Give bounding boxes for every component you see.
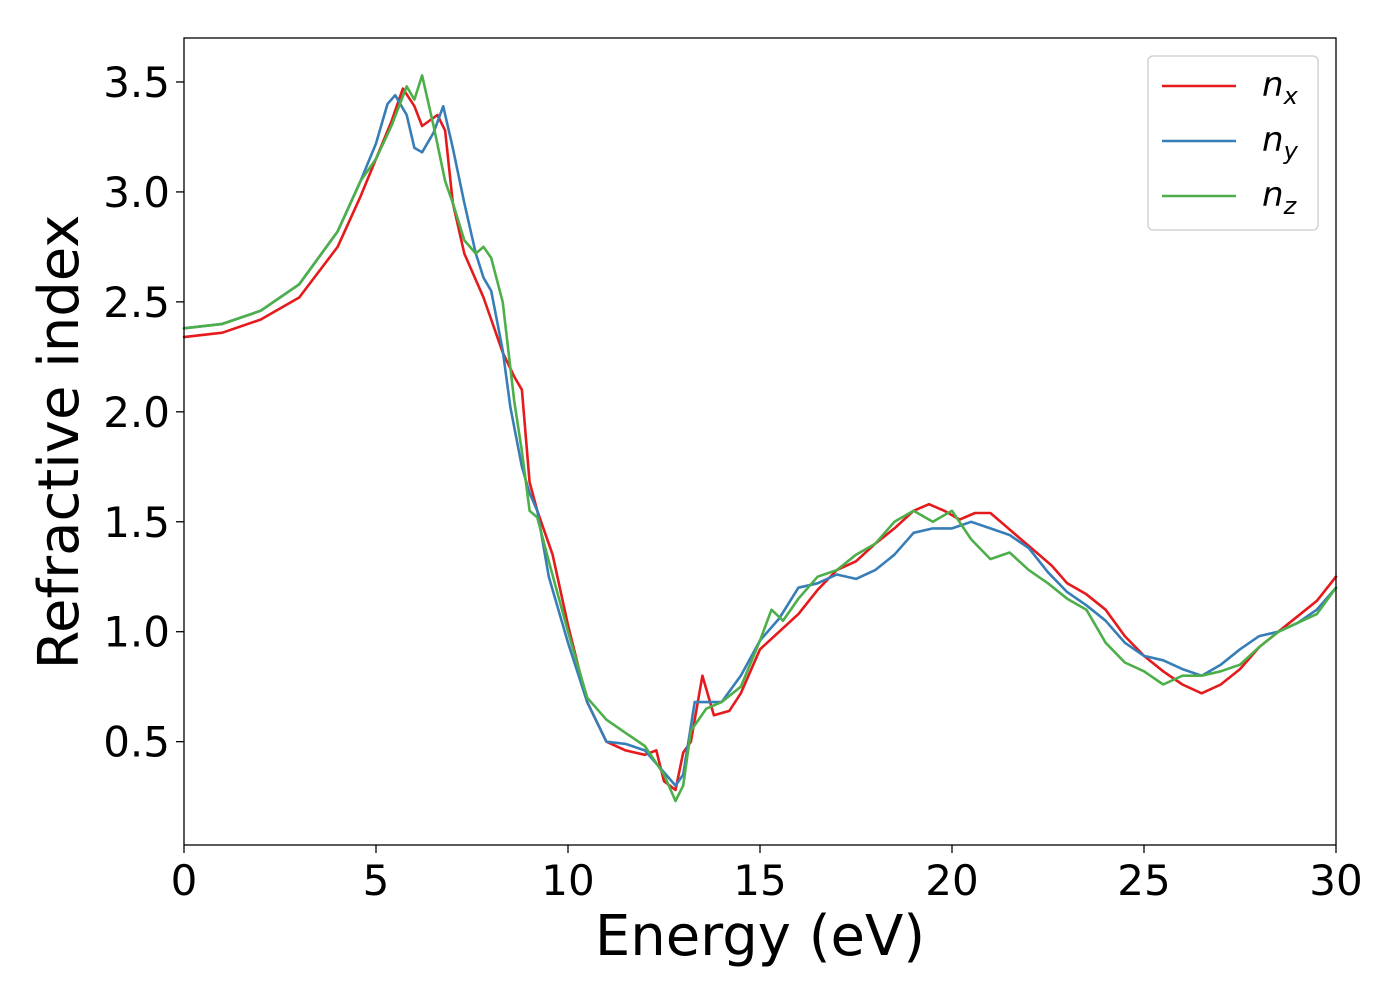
x-tick-label: 20 [925, 856, 978, 905]
series-line-z [182, 74, 1338, 803]
y-tick-label: 0.5 [103, 718, 170, 767]
y-tick-label: 2.0 [103, 388, 170, 437]
y-tick-label: 3.5 [103, 58, 170, 107]
y-tick-label: 1.5 [103, 498, 170, 547]
x-axis: 0 5 10 15 20 25 30 [171, 845, 1363, 905]
x-tick-label: 5 [363, 856, 390, 905]
series-line-x [182, 87, 1338, 792]
y-axis: 0.5 1.0 1.5 2.0 2.5 3.0 3.5 [103, 58, 184, 767]
x-tick-label: 30 [1309, 856, 1362, 905]
y-tick-label: 3.0 [103, 168, 170, 217]
legend-label-subscript: x [1283, 82, 1299, 110]
legend-label-z: nz [1262, 175, 1298, 220]
x-axis-label: Energy (eV) [595, 904, 925, 969]
legend-box [1147, 55, 1319, 231]
x-tick-label: 15 [733, 856, 786, 905]
x-tick-label: 0 [171, 856, 198, 905]
y-tick-label: 1.0 [103, 608, 170, 657]
series-line-y [182, 93, 1338, 787]
legend-label-subscript: y [1283, 137, 1299, 165]
y-tick-label: 2.5 [103, 278, 170, 327]
x-tick-label: 25 [1117, 856, 1170, 905]
y-axis-label: Refractive index [27, 215, 92, 670]
x-tick-label: 10 [541, 856, 594, 905]
legend-label-subscript: z [1283, 192, 1298, 220]
